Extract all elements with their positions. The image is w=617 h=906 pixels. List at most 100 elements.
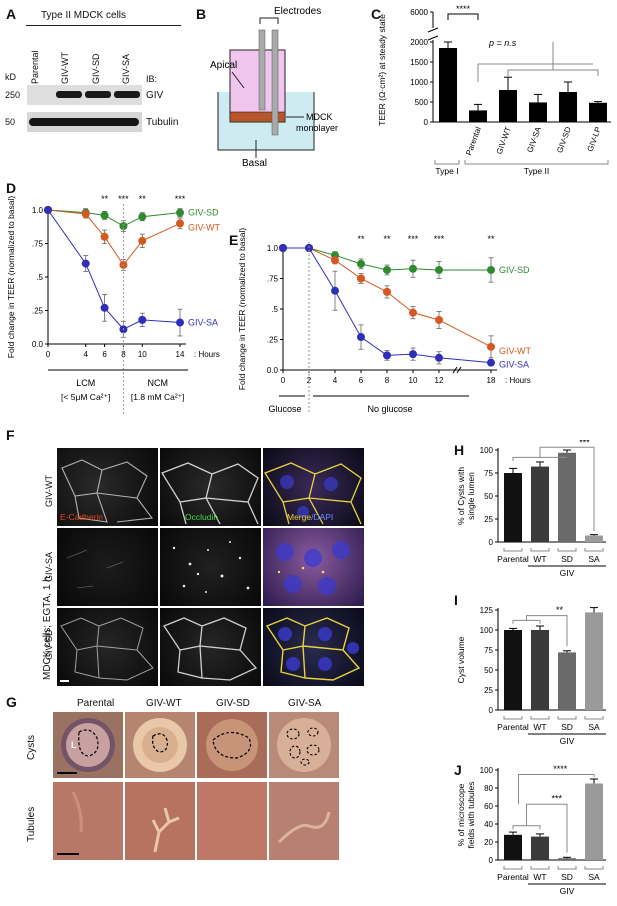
cyst-photo-parental: L: [53, 712, 123, 778]
x-tick-label: Parental: [497, 722, 529, 732]
data-point: [138, 236, 147, 245]
y-tick-label: 2000: [410, 38, 428, 47]
significance-mark: ***: [579, 440, 590, 447]
significance-mark: ***: [434, 234, 445, 244]
stain-label-merge: Merge/DAPI: [287, 512, 334, 522]
bar: [585, 612, 603, 710]
x-bracket: [584, 866, 604, 870]
x-tick-label: 4: [83, 350, 88, 359]
bar: [585, 535, 603, 542]
data-point: [409, 350, 417, 359]
marker-250: 250: [5, 90, 21, 100]
bar: [529, 102, 547, 122]
bar: [531, 630, 549, 710]
y-tick-label: 0: [489, 856, 494, 865]
tubule-photo-giv-sa: [269, 782, 339, 860]
cyst-photo-giv-sa: [269, 712, 339, 778]
x-tick-label: SD: [561, 554, 573, 564]
row-label-giv-sa: GIV-SA: [44, 551, 54, 582]
data-point: [487, 342, 495, 351]
data-point: [44, 206, 52, 214]
lane-giv-sd: GIV-SD: [91, 53, 101, 84]
protein-tubulin: Tubulin: [146, 117, 179, 128]
bar: [558, 652, 576, 710]
label-basal: Basal: [242, 158, 267, 169]
chart-d: 1.0 .75 .5 .25 0.00 4 6 8 10 14: Hours Fold change…: [6, 194, 220, 414]
scale-bar: [60, 680, 69, 682]
x-bracket: [557, 716, 577, 720]
data-point: [81, 259, 90, 268]
tubule-scale-bar: [57, 853, 79, 855]
blot-title: Type II MDCK cells: [41, 10, 127, 21]
label-electrodes: Electrodes: [274, 6, 321, 17]
x-bracket: [530, 548, 550, 552]
y-tick-label: 6000: [410, 8, 428, 17]
y-tick-label: .5: [36, 273, 43, 282]
tubule-photo-parental: [53, 782, 123, 860]
condition-sublabel: [< 5μM Ca²⁺]: [61, 392, 110, 402]
x-tick-label: Parental: [497, 872, 529, 882]
tubulin-blot-strip: [27, 112, 142, 132]
chart-j: 0 20 40 60 80 100 % of microscope fields with t…: [456, 764, 606, 896]
significance-mark: **: [556, 605, 564, 615]
x-tick-label: SA: [588, 554, 600, 564]
x-tick-label: WT: [533, 722, 546, 732]
micrograph-sd-occludin: [160, 608, 261, 686]
y-axis-label: fields with tubules: [466, 781, 476, 848]
group-bracket-type2: [464, 160, 609, 165]
series-line: [47, 209, 181, 227]
bar: [504, 834, 522, 860]
bar: [558, 452, 576, 542]
micrograph-wt-merge: Merge/DAPI: [263, 448, 364, 526]
x-tick-label: WT: [533, 554, 546, 564]
data-point: [435, 265, 443, 274]
significance-mark: ***: [408, 234, 419, 244]
series-line: [283, 247, 492, 348]
y-tick-label: 25: [484, 515, 493, 524]
cyst-photo-giv-sd: [197, 712, 267, 778]
significance-bracket: [447, 13, 479, 20]
panel-label-i: I: [454, 592, 458, 608]
stain-label-occludin: Occludin: [185, 512, 219, 522]
y-tick-label: 100: [480, 626, 494, 635]
panel-label-b: B: [196, 6, 207, 22]
group-label: GIV: [560, 736, 575, 746]
group-label: GIV: [560, 886, 575, 896]
x-bracket: [584, 548, 604, 552]
bar: [558, 858, 576, 860]
group-label: Type II: [524, 166, 550, 176]
y-axis-label: % of Cysts with: [456, 467, 466, 525]
data-point: [138, 212, 147, 221]
x-bracket: [557, 866, 577, 870]
x-tick-label: Parental: [464, 125, 483, 156]
panel-label-j: J: [454, 762, 462, 778]
x-tick-label: 6: [102, 350, 107, 359]
condition-label: NCM: [147, 378, 168, 388]
bar: [559, 92, 577, 122]
kd-label: kD: [5, 72, 16, 82]
x-unit-label: : Hours: [505, 376, 531, 385]
x-axis-break: [452, 366, 462, 374]
significance-bracket-sa: [518, 774, 595, 805]
y-axis-label: % of microscope: [456, 783, 466, 846]
significance-mark: ***: [551, 794, 562, 804]
y-tick-label: 20: [484, 838, 493, 847]
chart-e: 1.0 .75 .5 .25 0.00 2 4 6 8 10 12 18: Hours Fold cha…: [237, 228, 531, 414]
y-tick-label: 100: [480, 766, 494, 775]
row-label-giv-wt: GIV-WT: [44, 475, 54, 507]
condition-sublabel: [1.8 mM Ca²⁺]: [131, 392, 185, 402]
lane-parental: Parental: [30, 50, 40, 84]
y-tick-label: 0: [489, 538, 494, 547]
y-tick-label: 60: [484, 802, 493, 811]
x-tick-label: GIV-SD: [555, 125, 573, 154]
bar: [531, 836, 549, 860]
panel-label-a: A: [6, 6, 17, 22]
panel-label-c: C: [371, 6, 382, 22]
y-tick-label: 75: [484, 469, 493, 478]
y-tick-label: 125: [480, 606, 494, 615]
x-tick-label: GIV-SA: [525, 125, 543, 154]
micrograph-sd-merge: [263, 608, 364, 686]
micrograph-sd-ecad: [57, 608, 158, 686]
x-bracket: [530, 866, 550, 870]
bar: [531, 466, 549, 542]
